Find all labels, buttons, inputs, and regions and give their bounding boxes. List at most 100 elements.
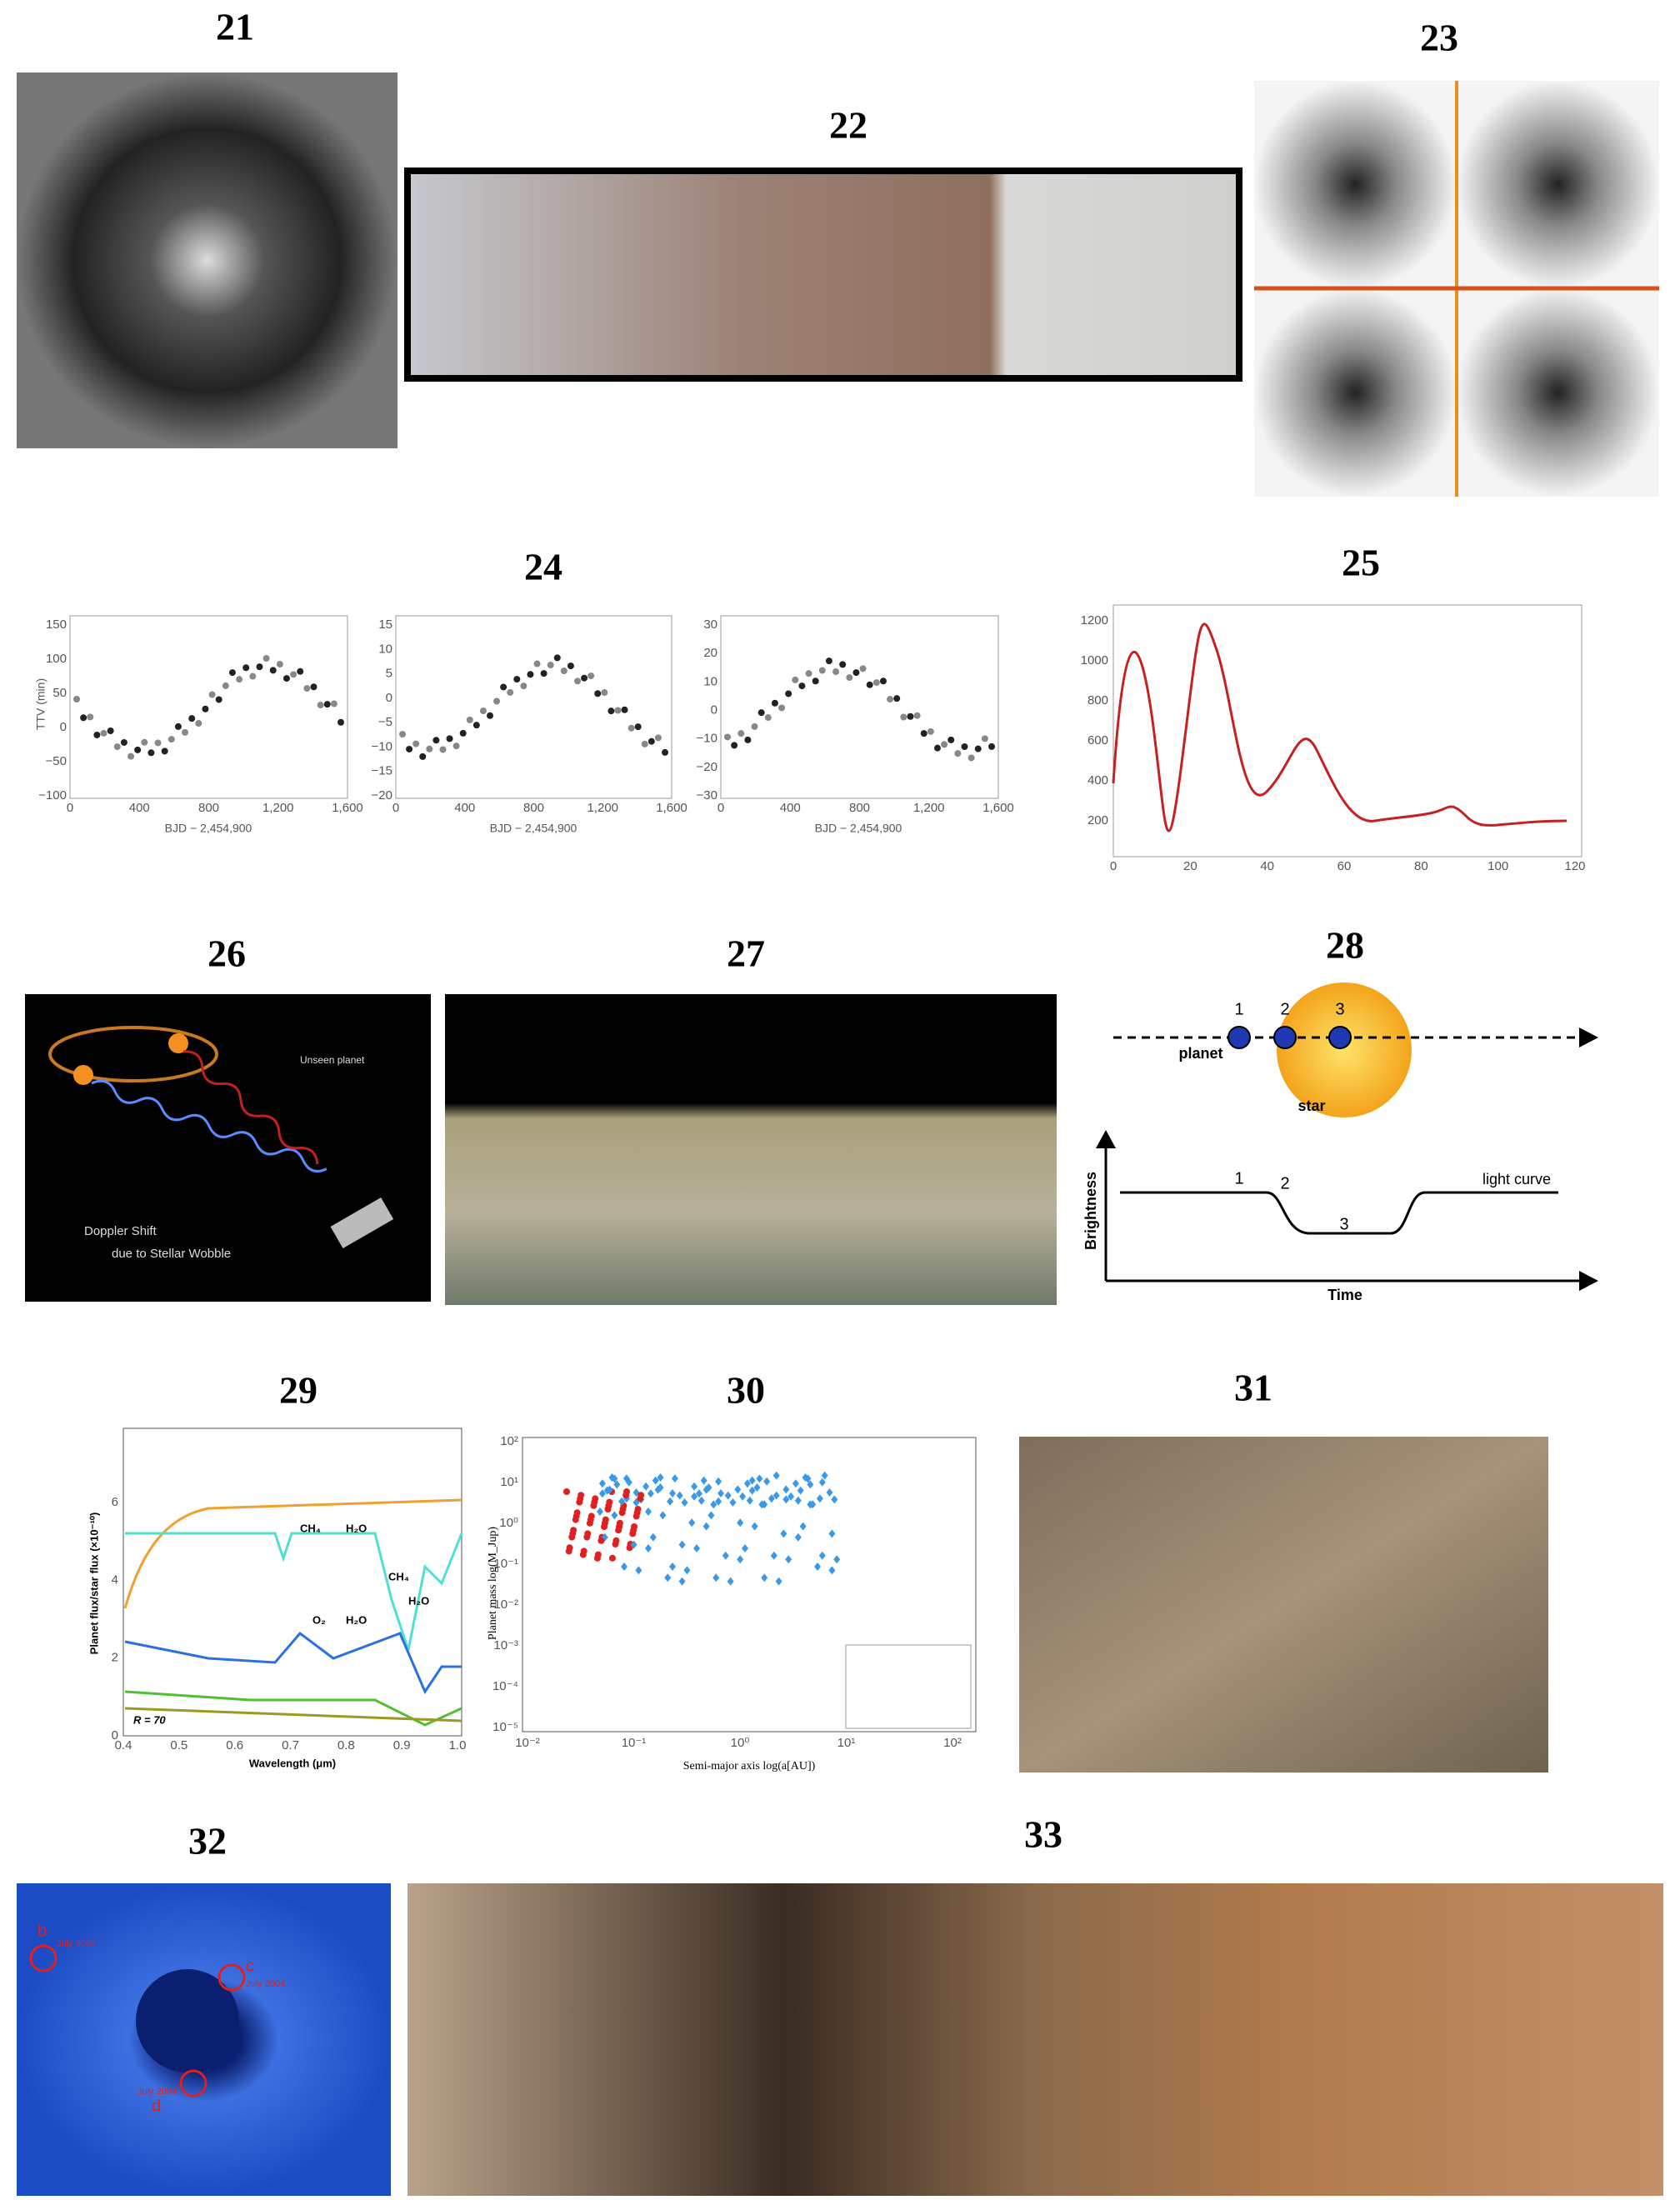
texture-dot <box>722 1551 729 1560</box>
panel-number: 33 <box>1024 1813 1062 1856</box>
y-tick-label: 10² <box>500 1434 518 1448</box>
panel-number: 28 <box>1326 924 1364 967</box>
texture-dot <box>809 1500 817 1509</box>
planet-label: c <box>246 1957 254 1975</box>
texture-dot <box>576 1498 583 1506</box>
texture-dot <box>645 1508 652 1516</box>
texture-dot <box>799 1522 807 1531</box>
x-tick-label: 10⁻¹ <box>622 1736 647 1750</box>
texture-dot <box>708 1511 715 1520</box>
spectra-29 <box>123 1498 463 1727</box>
inset <box>845 1644 972 1729</box>
image-33 <box>408 1883 1663 2196</box>
texture-dot <box>614 707 622 714</box>
date-label: July 2004 <box>57 1939 96 1949</box>
texture-dot <box>828 1566 836 1575</box>
annotation: Unseen planet <box>300 1054 365 1066</box>
image-27 <box>445 994 1057 1305</box>
texture-dot <box>632 1498 640 1507</box>
x-tick-label: 60 <box>1338 859 1352 873</box>
texture-dot <box>761 1573 768 1582</box>
texture-dot <box>775 1577 782 1586</box>
y-tick-label: 6 <box>112 1495 118 1509</box>
texture-dot <box>141 738 148 746</box>
texture-dot <box>466 716 473 723</box>
texture-dot <box>107 728 114 735</box>
y-tick-label: −20 <box>372 788 392 802</box>
texture-dot <box>731 742 738 749</box>
texture-dot <box>948 736 955 743</box>
texture-dot <box>134 746 142 753</box>
texture-dot <box>323 701 331 708</box>
texture-dot <box>500 683 508 691</box>
texture-dot <box>439 746 447 753</box>
texture-dot <box>604 1506 612 1512</box>
panel-number: 22 <box>829 104 868 147</box>
texture-dot <box>563 1488 570 1495</box>
x-axis-label: BJD − 2,454,900 <box>815 822 902 835</box>
y-axis-label: Brightness <box>1082 1172 1099 1250</box>
texture-dot <box>161 748 168 755</box>
x-tick-label: 400 <box>780 801 801 815</box>
texture-dot <box>100 729 108 737</box>
texture-dot <box>330 700 338 708</box>
panel-number: 24 <box>524 546 562 588</box>
texture-dot <box>758 709 765 717</box>
y-tick-label: 10⁻³ <box>493 1638 518 1652</box>
planet-label: d <box>152 2097 161 2115</box>
texture-dot <box>671 1474 678 1483</box>
x-tick-label: 40 <box>1260 859 1274 873</box>
texture-dot <box>866 681 873 688</box>
texture-dot <box>691 1482 698 1491</box>
texture-dot <box>630 1540 638 1549</box>
texture-dot <box>893 695 901 702</box>
texture-dot <box>419 752 427 760</box>
x-tick-label: 0.9 <box>393 1738 411 1752</box>
texture-dot <box>406 745 413 752</box>
texture-dot <box>452 742 460 750</box>
texture-dot <box>764 714 772 722</box>
texture-dot <box>606 1485 613 1494</box>
panel-number: 23 <box>1420 17 1458 59</box>
texture-dot <box>698 1496 705 1505</box>
texture-dot <box>846 674 853 682</box>
y-tick-label: 200 <box>1088 813 1108 828</box>
texture-dot <box>222 682 229 689</box>
texture-dot <box>737 1555 744 1564</box>
texture-dot <box>93 731 101 738</box>
texture-dot <box>913 712 921 719</box>
texture-dot <box>262 655 270 662</box>
texture-dot <box>540 670 548 678</box>
transit-diagram <box>1096 982 1598 1291</box>
x-tick-label: 800 <box>198 801 219 815</box>
image-21 <box>17 72 398 448</box>
panel-number: 26 <box>208 932 246 975</box>
texture-dot <box>432 737 440 744</box>
texture-dot <box>802 1473 809 1482</box>
texture-dot <box>788 1492 795 1501</box>
annotation: H₂O <box>346 1613 367 1626</box>
texture-dot <box>669 1562 676 1571</box>
date-label: July 2004 <box>246 1979 285 1989</box>
texture-dot <box>622 1474 630 1483</box>
x-tick-label: 0.7 <box>282 1738 299 1752</box>
texture-dot <box>879 678 887 685</box>
texture-dot <box>816 1494 823 1503</box>
y-tick-label: −50 <box>46 754 67 768</box>
texture-dot <box>794 1496 802 1505</box>
texture-dot <box>770 1551 778 1560</box>
texture-dot <box>818 667 826 674</box>
texture-dot <box>771 699 778 707</box>
y-tick-label: 10¹ <box>500 1475 518 1489</box>
texture-dot <box>748 1476 756 1485</box>
texture-dot <box>249 672 257 680</box>
point-label: 1 <box>1234 1000 1243 1018</box>
texture-dot <box>785 690 792 698</box>
x-tick-label: 0 <box>392 801 399 815</box>
texture-dot <box>710 1500 718 1509</box>
texture-dot <box>700 1476 708 1485</box>
texture-dot <box>753 1483 761 1492</box>
texture-dot <box>615 1527 622 1534</box>
planet-label: b <box>38 1922 47 1940</box>
texture-dot <box>188 715 196 722</box>
